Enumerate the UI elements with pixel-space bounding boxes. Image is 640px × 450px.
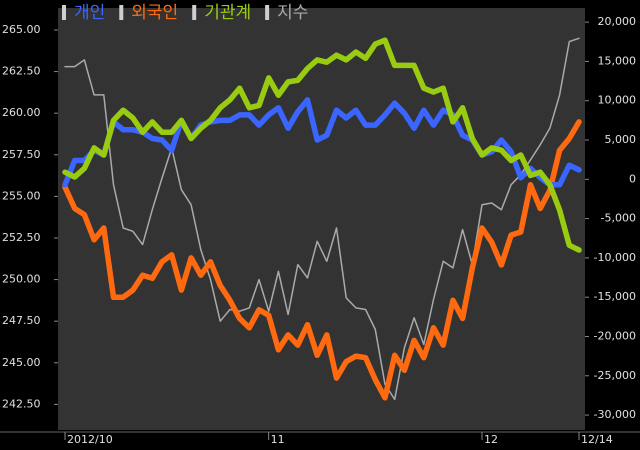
y-tick-label: 250.00 [2, 273, 41, 286]
y2-tick-label: -20,000 [594, 329, 636, 342]
y2-tick-label: 20,000 [598, 15, 637, 28]
series-line [62, 119, 582, 401]
y-tick-label: 247.50 [2, 314, 41, 327]
y2-tick-label: 15,000 [598, 54, 637, 67]
y-tick-label: 257.50 [2, 148, 41, 161]
y2-tick-label: 10,000 [598, 94, 637, 107]
y2-tick-label: -30,000 [594, 408, 636, 421]
plot-area [58, 8, 585, 430]
y2-tick-label: -25,000 [594, 369, 636, 382]
y-tick-label: 255.00 [2, 189, 41, 202]
legend-marker [119, 5, 124, 20]
y2-tick-label: 5,000 [605, 133, 637, 146]
x-tick-label: 2012/10 [67, 433, 113, 446]
y2-tick-label: -10,000 [594, 251, 636, 264]
y-tick-label: 245.00 [2, 356, 41, 369]
y-tick-label: 260.00 [2, 106, 41, 119]
y-tick-label: 265.00 [2, 23, 41, 36]
legend-marker [62, 5, 66, 20]
x-tick-label: 11 [271, 433, 285, 446]
y2-tick-label: -5,000 [601, 212, 636, 225]
legend: 개인 외국인 기관계 지수 [62, 3, 308, 23]
legend-label: 개인 [74, 3, 105, 23]
series-line [62, 37, 582, 253]
legend-label: 지수 [277, 3, 308, 23]
legend-marker [192, 5, 197, 20]
legend-marker [265, 5, 270, 20]
y-tick-label: 262.50 [2, 65, 41, 78]
y2-tick-label: 0 [629, 172, 636, 185]
series-line [64, 37, 580, 401]
y-tick-label: 242.50 [2, 397, 41, 410]
x-tick-label: 12/14 [581, 433, 613, 446]
legend-label: 외국인 [131, 3, 178, 23]
y-tick-label: 252.50 [2, 231, 41, 244]
y2-tick-label: -15,000 [594, 290, 636, 303]
x-tick-label: 12 [484, 433, 498, 446]
legend-label: 기관계 [204, 3, 251, 23]
